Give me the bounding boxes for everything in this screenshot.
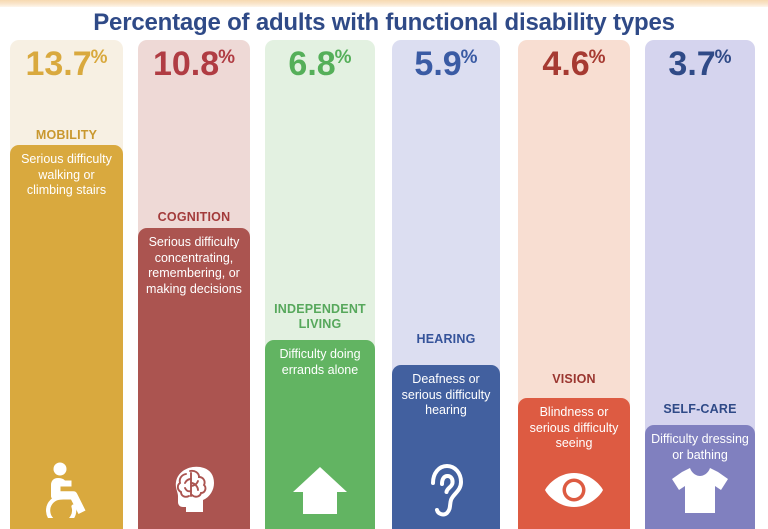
value-mobility: 13.7%: [10, 46, 123, 82]
description-vision: Blindness or serious difficulty seeing: [529, 405, 619, 450]
brain-head-icon: [138, 459, 250, 521]
house-icon: [265, 459, 375, 521]
tshirt-icon: [645, 459, 755, 521]
disability-type-columns: 13.7% MOBILITY Serious difficulty walkin…: [0, 40, 768, 529]
value-independent-living: 6.8%: [265, 46, 375, 82]
detail-panel-cognition: Serious difficulty concentrating, rememb…: [138, 228, 250, 529]
category-label-vision: VISION: [552, 372, 596, 386]
value-number: 5.9: [414, 45, 462, 83]
column-cognition: 10.8% COGNITION Serious difficulty conce…: [138, 40, 250, 529]
detail-panel-hearing: Deafness or serious difficulty hearing: [392, 365, 500, 529]
value-number: 3.7: [668, 45, 716, 83]
description-cognition: Serious difficulty concentrating, rememb…: [146, 235, 242, 296]
ear-icon: [392, 459, 500, 521]
category-label-cognition: COGNITION: [157, 210, 231, 224]
column-mobility: 13.7% MOBILITY Serious difficulty walkin…: [10, 40, 123, 529]
value-number: 10.8: [152, 45, 220, 83]
value-number: 6.8: [288, 45, 336, 83]
description-mobility: Serious difficulty walking or climbing s…: [21, 152, 112, 197]
value-self-care: 3.7%: [645, 46, 755, 82]
detail-panel-independent-living: Difficulty doing errands alone: [265, 340, 375, 529]
value-hearing: 5.9%: [392, 46, 500, 82]
column-independent-living: 6.8% INDEPENDENT LIVING Difficulty doing…: [265, 40, 375, 529]
value-number: 4.6: [542, 45, 590, 83]
detail-panel-vision: Blindness or serious difficulty seeing: [518, 398, 630, 529]
percent-symbol: %: [714, 46, 732, 68]
page-title: Percentage of adults with functional dis…: [93, 9, 675, 36]
category-label-independent-living: INDEPENDENT LIVING: [274, 302, 366, 331]
description-self-care: Difficulty dressing or bathing: [651, 432, 749, 462]
category-label-mobility: MOBILITY: [35, 128, 98, 142]
value-cognition: 10.8%: [138, 46, 250, 82]
value-number: 13.7: [25, 45, 92, 83]
value-vision: 4.6%: [518, 46, 630, 82]
category-label-self-care: SELF-CARE: [663, 402, 737, 416]
description-hearing: Deafness or serious difficulty hearing: [401, 372, 491, 417]
column-hearing: 5.9% HEARING Deafness or serious difficu…: [392, 40, 500, 529]
percent-symbol: %: [334, 46, 352, 68]
percent-symbol: %: [588, 46, 606, 68]
detail-panel-self-care: Difficulty dressing or bathing: [645, 425, 755, 529]
description-independent-living: Difficulty doing errands alone: [279, 347, 361, 377]
wheelchair-icon: [10, 459, 123, 521]
top-accent-strip: [0, 0, 768, 7]
column-vision: 4.6% VISION Blindness or serious difficu…: [518, 40, 630, 529]
eye-icon: [518, 459, 630, 521]
detail-panel-mobility: Serious difficulty walking or climbing s…: [10, 145, 123, 529]
percent-symbol: %: [460, 46, 478, 68]
percent-symbol: %: [218, 46, 236, 68]
percent-symbol: %: [90, 46, 108, 68]
column-self-care: 3.7% SELF-CARE Difficulty dressing or ba…: [645, 40, 755, 529]
category-label-hearing: HEARING: [416, 332, 476, 346]
